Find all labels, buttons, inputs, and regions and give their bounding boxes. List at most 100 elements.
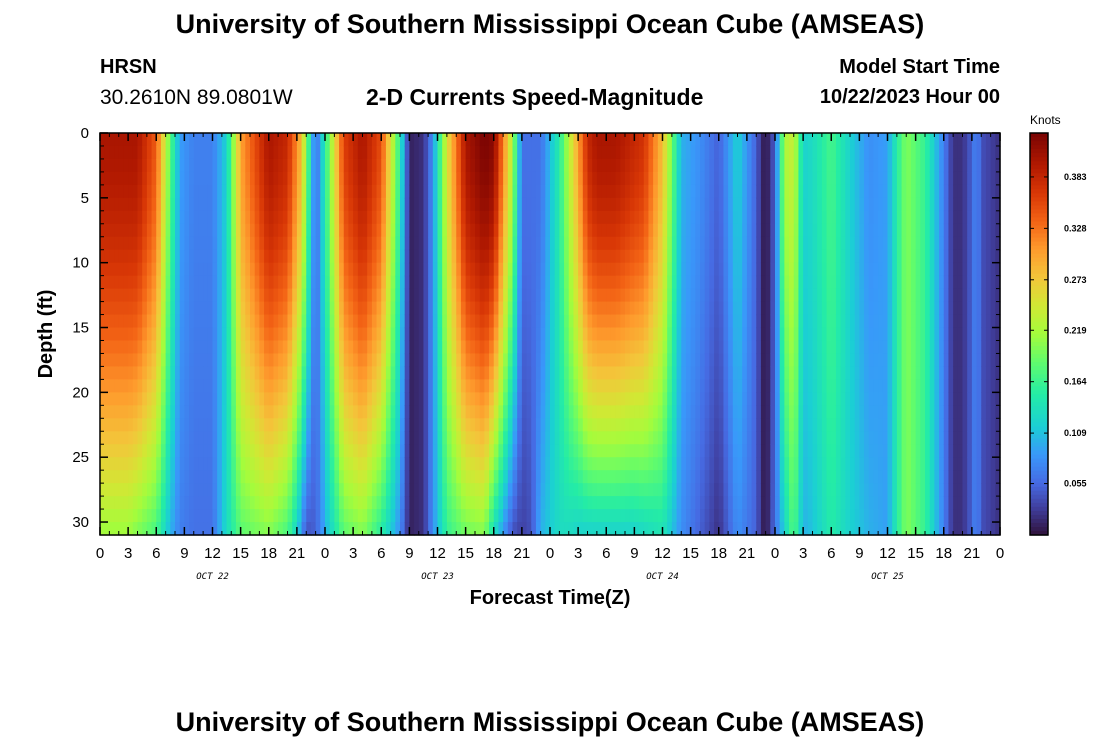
- heatmap-cell: [489, 288, 495, 303]
- heatmap-cell: [704, 392, 710, 406]
- heatmap-cell: [662, 210, 668, 225]
- heatmap-cell: [625, 340, 631, 355]
- heatmap-cell: [404, 405, 410, 419]
- heatmap-cell: [540, 418, 546, 432]
- heatmap-cell: [653, 288, 659, 303]
- heatmap-cell: [156, 288, 162, 303]
- heatmap-cell: [479, 288, 485, 303]
- heatmap-cell: [184, 262, 190, 277]
- heatmap-cell: [226, 145, 232, 160]
- heatmap-cell: [273, 405, 279, 419]
- heatmap-cell: [334, 470, 340, 484]
- heatmap-cell: [465, 353, 471, 368]
- heatmap-cell: [451, 418, 457, 432]
- heatmap-cell: [128, 483, 134, 497]
- heatmap-cell: [531, 444, 537, 458]
- heatmap-cell: [118, 288, 125, 303]
- heatmap-cell: [390, 457, 396, 471]
- heatmap-cell: [306, 470, 312, 484]
- heatmap-cell: [409, 262, 415, 277]
- heatmap-cell: [367, 522, 373, 536]
- heatmap-cell: [784, 249, 790, 264]
- heatmap-cell: [146, 353, 153, 368]
- heatmap-cell: [465, 483, 471, 497]
- heatmap-cell: [376, 483, 382, 497]
- heatmap-cell: [657, 275, 664, 290]
- heatmap-cell: [235, 223, 242, 238]
- heatmap-cell: [653, 340, 659, 355]
- heatmap-cell: [718, 249, 725, 264]
- heatmap-cell: [610, 470, 617, 484]
- heatmap-cell: [728, 288, 734, 303]
- heatmap-cell: [306, 444, 312, 458]
- heatmap-cell: [728, 275, 734, 290]
- heatmap-cell: [428, 236, 434, 251]
- heatmap-cell: [146, 405, 153, 419]
- heatmap-cell: [254, 236, 260, 251]
- heatmap-cell: [320, 431, 326, 445]
- heatmap-cell: [179, 171, 185, 186]
- heatmap-cell: [470, 457, 476, 471]
- heatmap-cell: [320, 314, 326, 329]
- heatmap-cell: [489, 223, 495, 238]
- heatmap-cell: [128, 145, 134, 160]
- heatmap-cell: [526, 288, 532, 303]
- heatmap-cell: [137, 353, 143, 368]
- heatmap-cell: [343, 223, 350, 238]
- heatmap-cell: [503, 145, 509, 160]
- heatmap-cell: [404, 184, 410, 199]
- heatmap-cell: [231, 288, 237, 303]
- heatmap-cell: [146, 301, 153, 316]
- heatmap-cell: [306, 392, 312, 406]
- heatmap-cell: [207, 210, 214, 225]
- heatmap-cell: [704, 158, 710, 173]
- heatmap-cell: [826, 405, 832, 419]
- heatmap-cell: [812, 197, 818, 212]
- heatmap-cell: [367, 470, 373, 484]
- heatmap-cell: [278, 457, 284, 471]
- heatmap-cell: [273, 249, 279, 264]
- heatmap-cell: [765, 470, 771, 484]
- heatmap-cell: [484, 431, 490, 445]
- heatmap-cell: [273, 431, 279, 445]
- heatmap-cell: [198, 184, 204, 199]
- heatmap-cell: [296, 457, 303, 471]
- heatmap-cell: [250, 418, 256, 432]
- heatmap-cell: [521, 496, 528, 510]
- heatmap-cell: [460, 392, 467, 406]
- heatmap-cell: [254, 379, 260, 393]
- heatmap-cell: [100, 496, 106, 510]
- heatmap-cell: [287, 379, 293, 393]
- heatmap-cell: [451, 249, 457, 264]
- heatmap-cell: [137, 171, 143, 186]
- heatmap-cell: [104, 431, 110, 445]
- heatmap-cell: [451, 262, 457, 277]
- heatmap-cell: [606, 249, 612, 264]
- heatmap-cell: [118, 366, 125, 380]
- heatmap-cell: [484, 392, 490, 406]
- heatmap-cell: [451, 379, 457, 393]
- heatmap-cell: [104, 483, 110, 497]
- heatmap-cell: [348, 483, 354, 497]
- heatmap-cell: [189, 197, 195, 212]
- heatmap-cell: [578, 301, 584, 316]
- heatmap-cell: [770, 133, 776, 147]
- heatmap-cell: [512, 197, 518, 212]
- heatmap-cell: [320, 236, 326, 251]
- heatmap-cell: [306, 522, 312, 536]
- heatmap-cell: [217, 431, 223, 445]
- heatmap-cell: [817, 470, 823, 484]
- heatmap-cell: [610, 522, 617, 536]
- heatmap-cell: [165, 262, 171, 277]
- heatmap-cell: [287, 431, 293, 445]
- heatmap-cell: [414, 210, 420, 225]
- heatmap-cell: [414, 509, 420, 523]
- heatmap-cell: [685, 470, 692, 484]
- heatmap-cell: [685, 171, 692, 186]
- heatmap-cell: [437, 483, 443, 497]
- heatmap-cell: [437, 509, 443, 523]
- heatmap-cell: [503, 444, 509, 458]
- heatmap-cell: [320, 509, 326, 523]
- heatmap-cell: [446, 158, 453, 173]
- heatmap-cell: [198, 236, 204, 251]
